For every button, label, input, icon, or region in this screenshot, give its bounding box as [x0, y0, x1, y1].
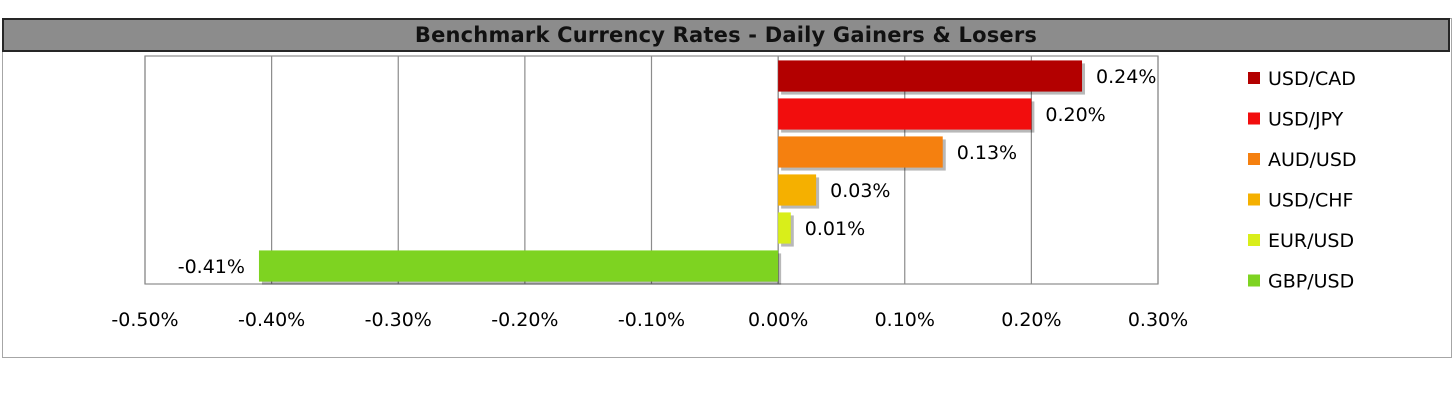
legend: USD/CAD USD/JPY AUD/USD USD/CHF EUR/USD GBP/U… — [1248, 68, 1357, 293]
legend-entry: USD/CAD — [1268, 68, 1356, 90]
bar-gbp-usd — [258, 250, 779, 282]
bar-usd-cad — [778, 60, 1083, 92]
bar-eur-usd — [778, 212, 791, 244]
data-label: 0.03% — [830, 180, 890, 202]
legend-swatch — [1248, 72, 1260, 84]
legend-entry: USD/JPY — [1268, 109, 1344, 131]
data-label: 0.01% — [805, 218, 865, 240]
x-tick-label: 0.30% — [1128, 309, 1188, 331]
x-tick-label: 0.10% — [875, 309, 935, 331]
x-tick-labels: -0.50% -0.40% -0.30% -0.20% -0.10% 0.00% 0.10%… — [111, 309, 1188, 331]
legend-entry: AUD/USD — [1268, 149, 1357, 171]
data-label: -0.41% — [178, 256, 245, 278]
data-label: 0.24% — [1096, 66, 1156, 88]
bar-aud-usd — [778, 136, 943, 168]
bar-usd-jpy — [778, 98, 1032, 130]
data-label: 0.20% — [1045, 104, 1105, 126]
x-tick-label: -0.50% — [111, 309, 178, 331]
legend-swatch — [1248, 234, 1260, 246]
bar-usd-chf — [778, 174, 817, 206]
legend-entry: USD/CHF — [1268, 190, 1353, 212]
x-tick-label: -0.30% — [365, 309, 432, 331]
grid-lines — [144, 55, 1159, 285]
x-tick-label: -0.40% — [238, 309, 305, 331]
chart-frame — [2, 18, 1452, 358]
legend-entry: EUR/USD — [1268, 230, 1354, 252]
data-label: 0.13% — [957, 142, 1017, 164]
chart-title: Benchmark Currency Rates - Daily Gainers… — [2, 18, 1450, 52]
x-tick-label: -0.20% — [491, 309, 558, 331]
x-tick-label: -0.10% — [618, 309, 685, 331]
bars — [258, 60, 1086, 285]
legend-swatch — [1248, 153, 1260, 165]
legend-entry: GBP/USD — [1268, 271, 1354, 293]
legend-swatch — [1248, 274, 1260, 287]
x-tick-label: 0.00% — [748, 309, 808, 331]
x-tick-label: 0.20% — [1001, 309, 1061, 331]
data-labels: 0.24% 0.20% 0.13% 0.03% 0.01% -0.41% — [178, 66, 1157, 278]
legend-swatch — [1248, 112, 1260, 125]
legend-swatch — [1248, 193, 1260, 206]
